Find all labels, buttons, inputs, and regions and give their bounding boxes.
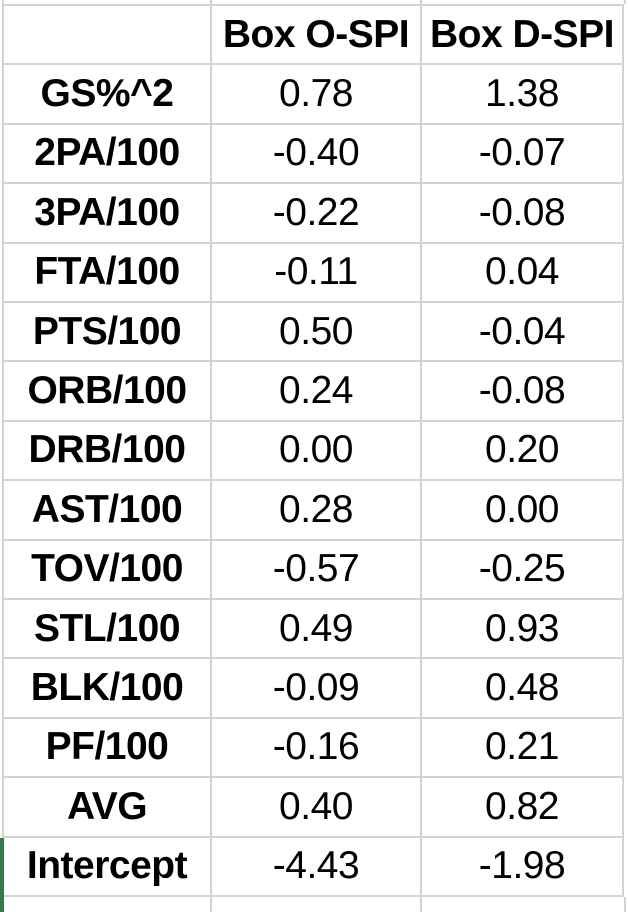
header-empty-cell[interactable] — [4, 6, 210, 64]
row-label-cell[interactable]: PF/100 — [4, 718, 210, 777]
row-label-cell[interactable]: AVG — [4, 778, 210, 836]
dspi-value-cell[interactable]: 0.20 — [422, 421, 622, 480]
gridline-tick — [420, 0, 422, 4]
regression-coefficients-table: Box O-SPI Box D-SPI GS%^2 0.78 1.38 2PA/… — [2, 4, 624, 897]
row-label-cell[interactable]: BLK/100 — [4, 659, 210, 717]
ospi-value-cell[interactable]: -0.40 — [212, 124, 420, 183]
dspi-value-cell[interactable]: -0.08 — [422, 184, 622, 242]
row-label-cell[interactable]: 2PA/100 — [4, 124, 210, 183]
row-label-cell[interactable]: DRB/100 — [4, 421, 210, 480]
dspi-value-cell[interactable]: 0.21 — [422, 718, 622, 777]
gridline-tick — [624, 897, 626, 912]
dspi-value-cell[interactable]: -0.07 — [422, 124, 622, 183]
ospi-value-cell[interactable]: -0.09 — [212, 659, 420, 717]
dspi-value-cell[interactable]: -0.04 — [422, 303, 622, 361]
dspi-value-cell[interactable]: 0.48 — [422, 659, 622, 717]
gridline-tick — [624, 0, 626, 4]
dspi-value-cell[interactable]: 0.93 — [422, 600, 622, 658]
row-label-cell[interactable]: AST/100 — [4, 481, 210, 539]
gridline-tick — [210, 0, 212, 4]
row-label-cell[interactable]: STL/100 — [4, 600, 210, 658]
dspi-value-cell[interactable]: -0.25 — [422, 540, 622, 598]
ospi-value-cell[interactable]: -0.11 — [212, 243, 420, 301]
row-label-cell[interactable]: FTA/100 — [4, 243, 210, 301]
gridline-tick — [210, 897, 212, 912]
ospi-value-cell[interactable]: 0.00 — [212, 421, 420, 480]
row-label-cell[interactable]: TOV/100 — [4, 540, 210, 598]
ospi-value-cell[interactable]: 0.49 — [212, 600, 420, 658]
dspi-value-cell[interactable]: -0.08 — [422, 362, 622, 420]
row-label-cell[interactable]: 3PA/100 — [4, 184, 210, 242]
dspi-value-cell[interactable]: 1.38 — [422, 65, 622, 123]
ospi-value-cell[interactable]: 0.78 — [212, 65, 420, 123]
dspi-value-cell[interactable]: -1.98 — [422, 837, 622, 895]
ospi-value-cell[interactable]: -0.57 — [212, 540, 420, 598]
header-box-o-spi[interactable]: Box O-SPI — [212, 6, 420, 64]
ospi-value-cell[interactable]: 0.50 — [212, 303, 420, 361]
row-label-cell[interactable]: GS%^2 — [4, 65, 210, 123]
row-label-cell[interactable]: PTS/100 — [4, 303, 210, 361]
ospi-value-cell[interactable]: 0.24 — [212, 362, 420, 420]
gridline-tick — [2, 0, 4, 4]
ospi-value-cell[interactable]: -0.16 — [212, 718, 420, 777]
ospi-value-cell[interactable]: -4.43 — [212, 837, 420, 895]
dspi-value-cell[interactable]: 0.00 — [422, 481, 622, 539]
selection-border-fragment — [0, 838, 4, 912]
ospi-value-cell[interactable]: -0.22 — [212, 184, 420, 242]
dspi-value-cell[interactable]: 0.82 — [422, 778, 622, 836]
ospi-value-cell[interactable]: 0.40 — [212, 778, 420, 836]
ospi-value-cell[interactable]: 0.28 — [212, 481, 420, 539]
gridline-tick — [420, 897, 422, 912]
header-box-d-spi[interactable]: Box D-SPI — [422, 6, 622, 64]
row-label-cell[interactable]: ORB/100 — [4, 362, 210, 420]
row-label-cell[interactable]: Intercept — [4, 837, 210, 895]
dspi-value-cell[interactable]: 0.04 — [422, 243, 622, 301]
